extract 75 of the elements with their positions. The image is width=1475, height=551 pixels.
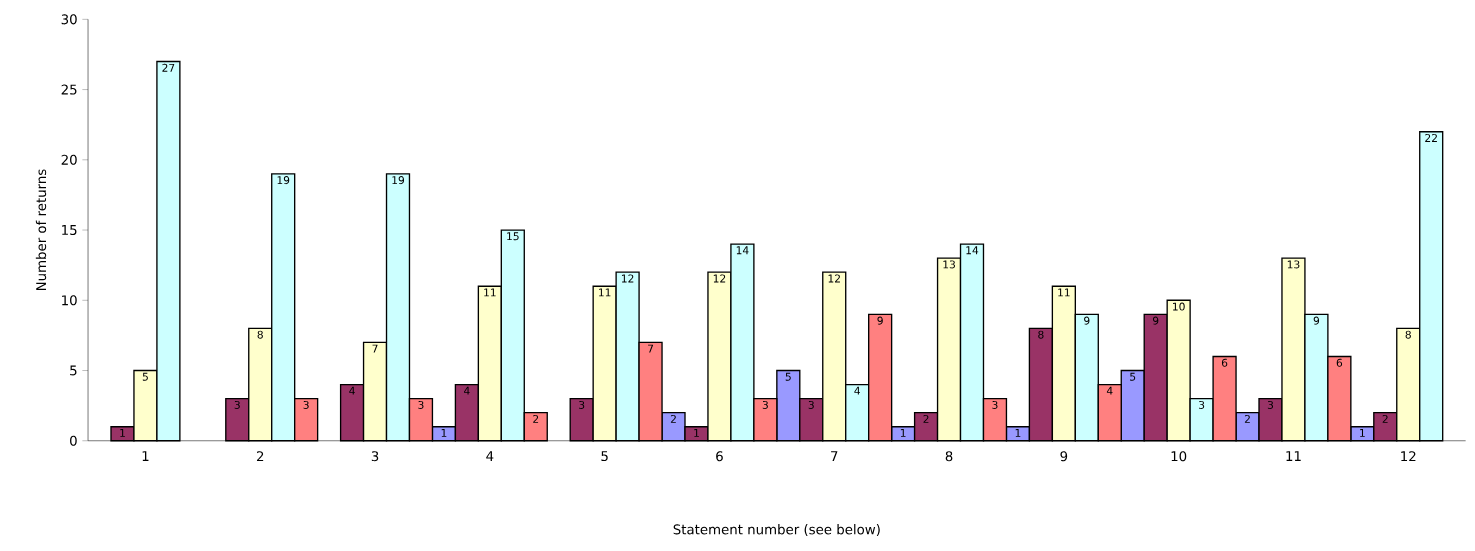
data-label: 8 [257,330,263,339]
data-label: 2 [670,415,676,423]
data-label: 3 [808,400,814,410]
data-label: 19 [392,176,405,185]
data-label: 3 [234,400,240,410]
y-tick-label: 15 [62,225,77,236]
data-label: 1 [900,429,906,437]
x-tick-label: 10 [1171,451,1187,462]
data-label: 7 [648,344,654,353]
data-label: 3 [1267,400,1274,410]
y-axis-title: Number of returns [35,169,47,291]
data-label: 5 [1130,372,1136,381]
data-label: 27 [162,63,175,72]
data-label: 1 [120,429,125,437]
data-label: 4 [464,386,470,395]
x-tick-label: 5 [601,451,608,462]
data-label: 11 [484,288,496,297]
data-label: 3 [992,400,998,410]
x-tick-label: 12 [1401,451,1416,462]
data-label: 2 [1382,415,1388,423]
data-label: 8 [1038,330,1044,339]
y-tick-label: 30 [61,14,77,25]
data-label: 3 [579,400,585,410]
data-label: 5 [142,372,148,381]
data-label: 9 [877,316,883,325]
x-tick-label: 4 [486,451,494,461]
data-label: 9 [1152,316,1159,325]
data-label: 12 [828,274,840,283]
x-axis-title: Statement number (see below) [673,524,880,537]
data-label: 1 [1360,429,1365,437]
y-tick-label: 5 [70,365,77,376]
x-tick-label: 1 [142,451,149,461]
data-label: 4 [1106,386,1113,395]
data-label: 2 [1244,415,1250,423]
data-label: 14 [736,246,749,255]
data-label: 7 [372,344,378,353]
data-label: 9 [1313,316,1320,325]
y-tick-label: 20 [61,154,77,165]
data-label: 2 [533,415,539,423]
data-label: 13 [1287,260,1300,269]
y-tick-label: 25 [61,84,77,95]
data-label: 1 [1015,429,1021,437]
data-label: 6 [1336,358,1343,367]
data-label: 3 [762,400,768,410]
data-label: 12 [713,274,726,283]
data-label: 11 [599,288,611,297]
data-label: 1 [441,429,447,437]
data-label: 15 [507,232,519,241]
x-tick-label: 6 [716,451,723,462]
data-label: 12 [621,274,634,283]
data-label: 3 [1199,400,1205,410]
data-label: 14 [966,246,979,255]
x-tick-label: 7 [831,451,838,461]
data-label: 4 [349,386,355,395]
data-label: 2 [923,415,929,423]
x-tick-label: 3 [371,451,379,462]
y-tick-label: 0 [70,435,77,446]
data-label: 1 [694,429,699,437]
data-label: 19 [277,176,290,185]
data-label: 13 [943,260,955,269]
data-label: 5 [785,372,791,381]
data-label: 9 [1084,316,1090,325]
data-label: 3 [303,400,309,410]
data-label: 22 [1425,134,1437,143]
data-label: 4 [854,386,860,395]
x-tick-label: 2 [256,451,264,462]
x-tick-label: 9 [1060,451,1068,462]
data-label: 8 [1405,330,1411,339]
data-label: 10 [1173,302,1185,311]
y-tick-label: 10 [62,295,77,306]
x-tick-label: 8 [945,451,953,462]
data-label: 6 [1221,358,1228,367]
data-label: 3 [418,400,424,410]
x-tick-label: 11 [1286,451,1301,461]
data-label: 11 [1058,288,1070,297]
